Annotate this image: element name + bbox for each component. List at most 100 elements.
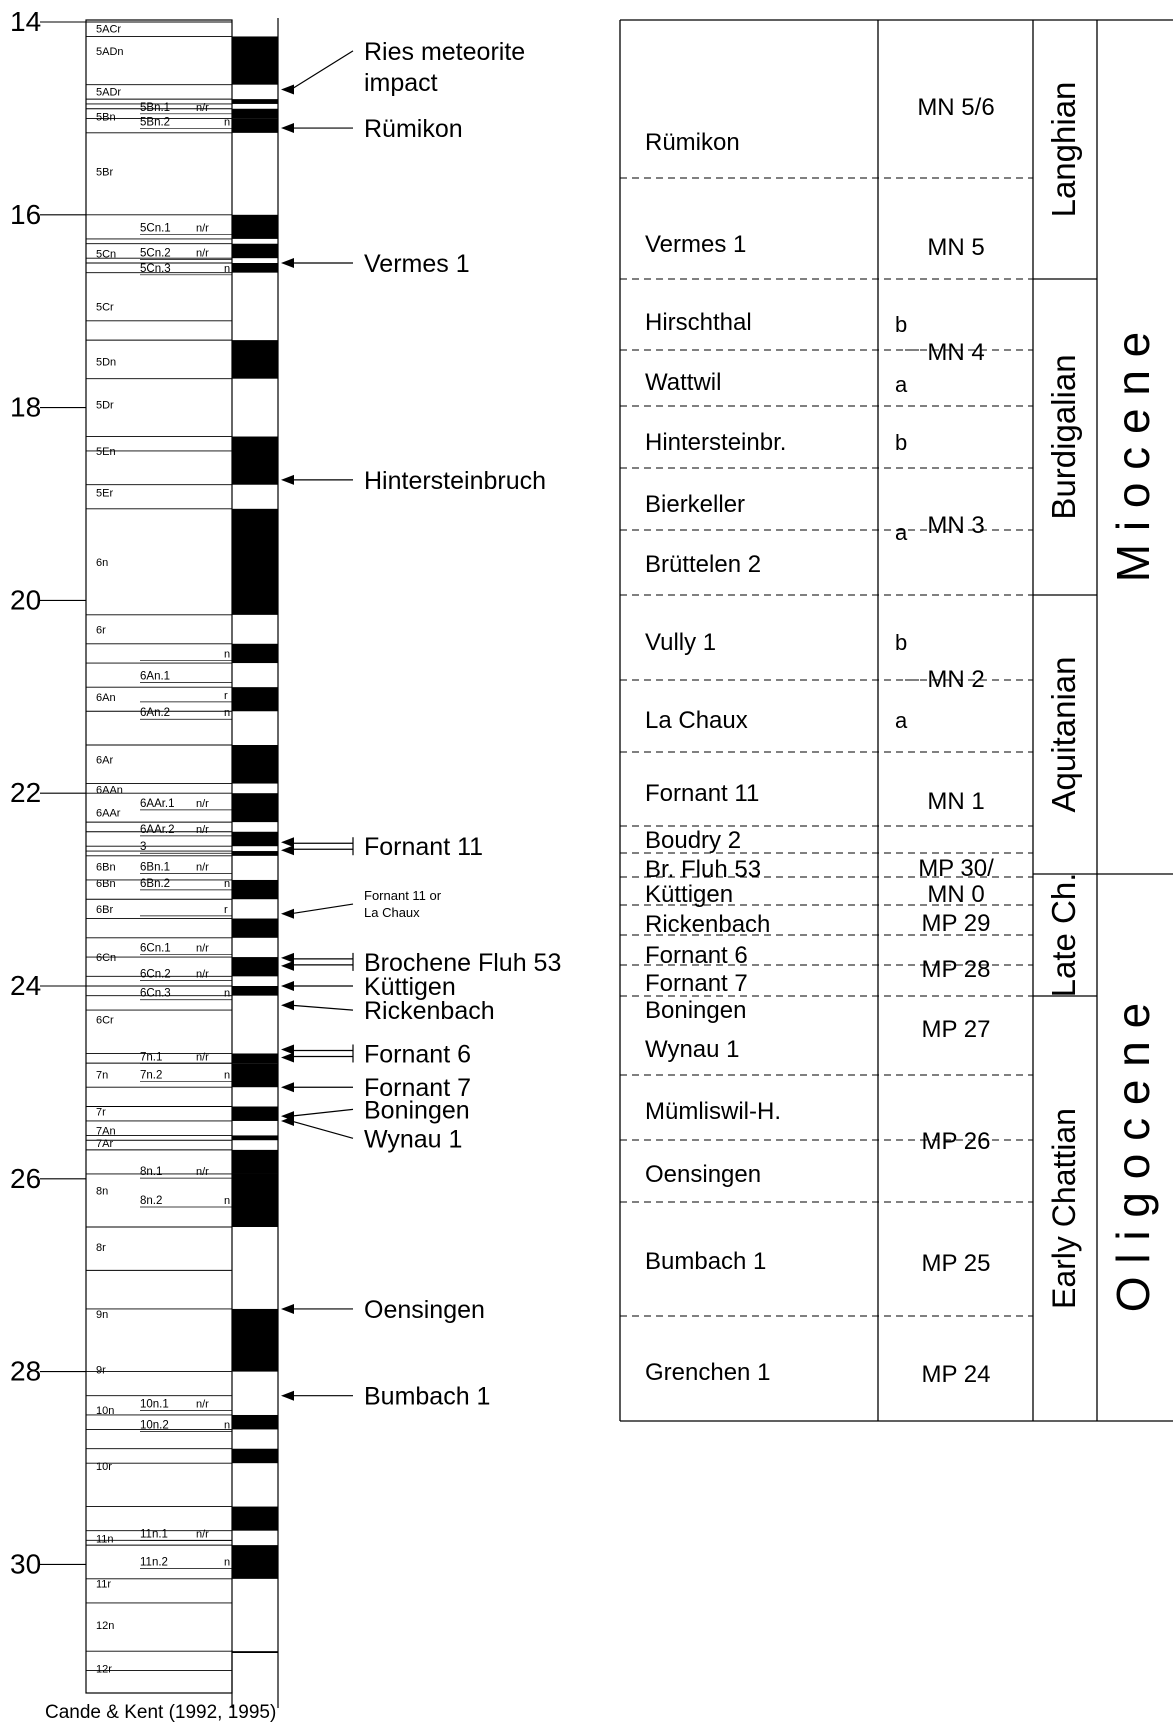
subchron-label: 6Bn.2 (140, 878, 170, 890)
arrow-shaft (290, 1108, 354, 1117)
arrow-head (281, 1303, 294, 1314)
chron-label: 8n (96, 1185, 108, 1197)
subchron-polarity: n/r (196, 798, 209, 810)
magnetostratigraphy-column: 14 16 18 20 22 24 26 28 30 5ACr 5ADn 5ADr 5Bn 5Br 5Cn 5… (10, 6, 279, 1708)
locality-label: Wynau 1 (364, 1125, 462, 1153)
arrow-head (281, 1390, 294, 1401)
chron-label: 5Br (96, 166, 113, 178)
subchron-label: 6AAr.2 (140, 824, 175, 836)
subzone-letter: b (895, 430, 907, 455)
age-tick-label: 16 (10, 199, 41, 230)
chron-label: 5ADn (96, 46, 124, 58)
normal-polarity-band (232, 745, 278, 784)
normal-polarity-band (232, 99, 278, 104)
locality-label: Brochene Fluh 53 (364, 949, 561, 977)
normal-polarity-band (232, 643, 278, 664)
locality-label: Rümikon (364, 115, 463, 143)
locality-label: Fornant 7 (364, 1074, 471, 1102)
arrow-shaft (290, 50, 354, 90)
subzone-letter: b (895, 312, 907, 337)
chron-label: 5En (96, 446, 116, 458)
arrow-head (281, 1115, 294, 1126)
subchron-label: 6Bn.1 (140, 861, 170, 873)
normal-polarity-band (232, 436, 278, 485)
arrow-shaft (290, 903, 354, 915)
subchron-polarity: n (224, 263, 230, 275)
arrow-shaft (290, 1120, 354, 1139)
age-tick-label: 18 (10, 392, 41, 423)
chron-label: 9r (96, 1365, 106, 1377)
subchron-label: 5Cn.3 (140, 263, 171, 275)
chron-label: 6Cn (96, 952, 116, 964)
subchron-label: 6AAr.1 (140, 798, 175, 810)
chron-label: 7n (96, 1070, 108, 1082)
normal-polarity-band (232, 1053, 278, 1064)
chron-label: 6Ar (96, 754, 113, 766)
locality-label: Oensingen (364, 1296, 485, 1324)
subchron-label: 5Bn.2 (140, 116, 170, 128)
chron-label: 6AAn (96, 784, 123, 796)
subchron-polarity: n/r (196, 247, 209, 259)
chron-label: 12r (96, 1664, 112, 1676)
normal-polarity-band (232, 1308, 278, 1372)
mammal-zone: MP 28 (922, 956, 991, 983)
subchron-polarity: n/r (196, 824, 209, 836)
arrow-head (281, 960, 294, 971)
table-locality: Rickenbach (645, 911, 770, 938)
subchron-polarity: n/r (196, 1051, 209, 1063)
arrow-head (281, 981, 294, 991)
normal-polarity-band (232, 851, 278, 856)
normal-polarity-band (232, 1106, 278, 1121)
chron-label: 11r (96, 1579, 111, 1591)
subchron-label: 11n.1 (140, 1529, 168, 1541)
subchron-polarity: n/r (196, 1166, 209, 1178)
table-locality: Hintersteinbr. (645, 429, 786, 456)
mammal-zone: MP 25 (922, 1250, 991, 1277)
subchron-polarity: n (224, 707, 230, 719)
chron-label: 5Dn (96, 356, 116, 368)
normal-polarity-band (232, 1149, 278, 1174)
normal-polarity-band (232, 879, 278, 900)
mammal-zone: MN 5/6 (917, 94, 994, 121)
mammal-zone: MP 27 (922, 1016, 991, 1043)
subchron-label: 5Cn.1 (140, 222, 171, 234)
table-locality: Boningen (645, 997, 746, 1024)
subchron-polarity: n (224, 988, 230, 1000)
normal-polarity-band (232, 793, 278, 823)
subchron-label: 6An.2 (140, 707, 170, 719)
locality-arrows: Ries meteorite impact Rümikon Vermes 1 Hinte… (281, 38, 561, 1411)
subchron-polarity: n (224, 1070, 230, 1082)
age-tick-label: 22 (10, 777, 41, 808)
chron-frame (85, 19, 233, 1694)
normal-polarity-band (232, 918, 278, 938)
age-tick-label: 14 (10, 6, 41, 37)
chron-label: 6AAr (96, 807, 121, 819)
locality-label: Bumbach 1 (364, 1383, 490, 1411)
normal-polarity-band (232, 36, 278, 85)
table-locality: Bumbach 1 (645, 1248, 766, 1275)
subchron-label: 7n.1 (140, 1051, 162, 1063)
normal-polarity-band (232, 1545, 278, 1579)
arrow-head (281, 258, 294, 268)
arrow-head (281, 952, 294, 963)
subchron-label: 10n.2 (140, 1420, 169, 1432)
table-locality: Vully 1 (645, 629, 716, 656)
subchron-polarity: n (224, 116, 230, 128)
subchron-polarity: n (224, 1195, 230, 1207)
normal-polarity-band (232, 214, 278, 239)
subchron-label: 5Cn.2 (140, 247, 171, 259)
normal-polarity-band (232, 957, 278, 977)
normal-polarity-band (232, 1135, 278, 1141)
locality-label: Rickenbach (364, 997, 495, 1025)
stage-label: Langhian (1045, 82, 1082, 218)
locality-label-2: La Chaux (364, 905, 420, 920)
subchron-label: 8n.2 (140, 1195, 162, 1207)
locality-label: Fornant 6 (364, 1040, 471, 1068)
normal-polarity-band (232, 1063, 278, 1088)
chron-label: 10r (96, 1461, 112, 1473)
normal-polarity-band (232, 687, 278, 712)
locality-label: Vermes 1 (364, 250, 470, 278)
chron-label: 10n (96, 1405, 114, 1417)
subchron-label: 10n.1 (140, 1398, 169, 1410)
table-locality: Br. Fluh 53 (645, 856, 761, 883)
